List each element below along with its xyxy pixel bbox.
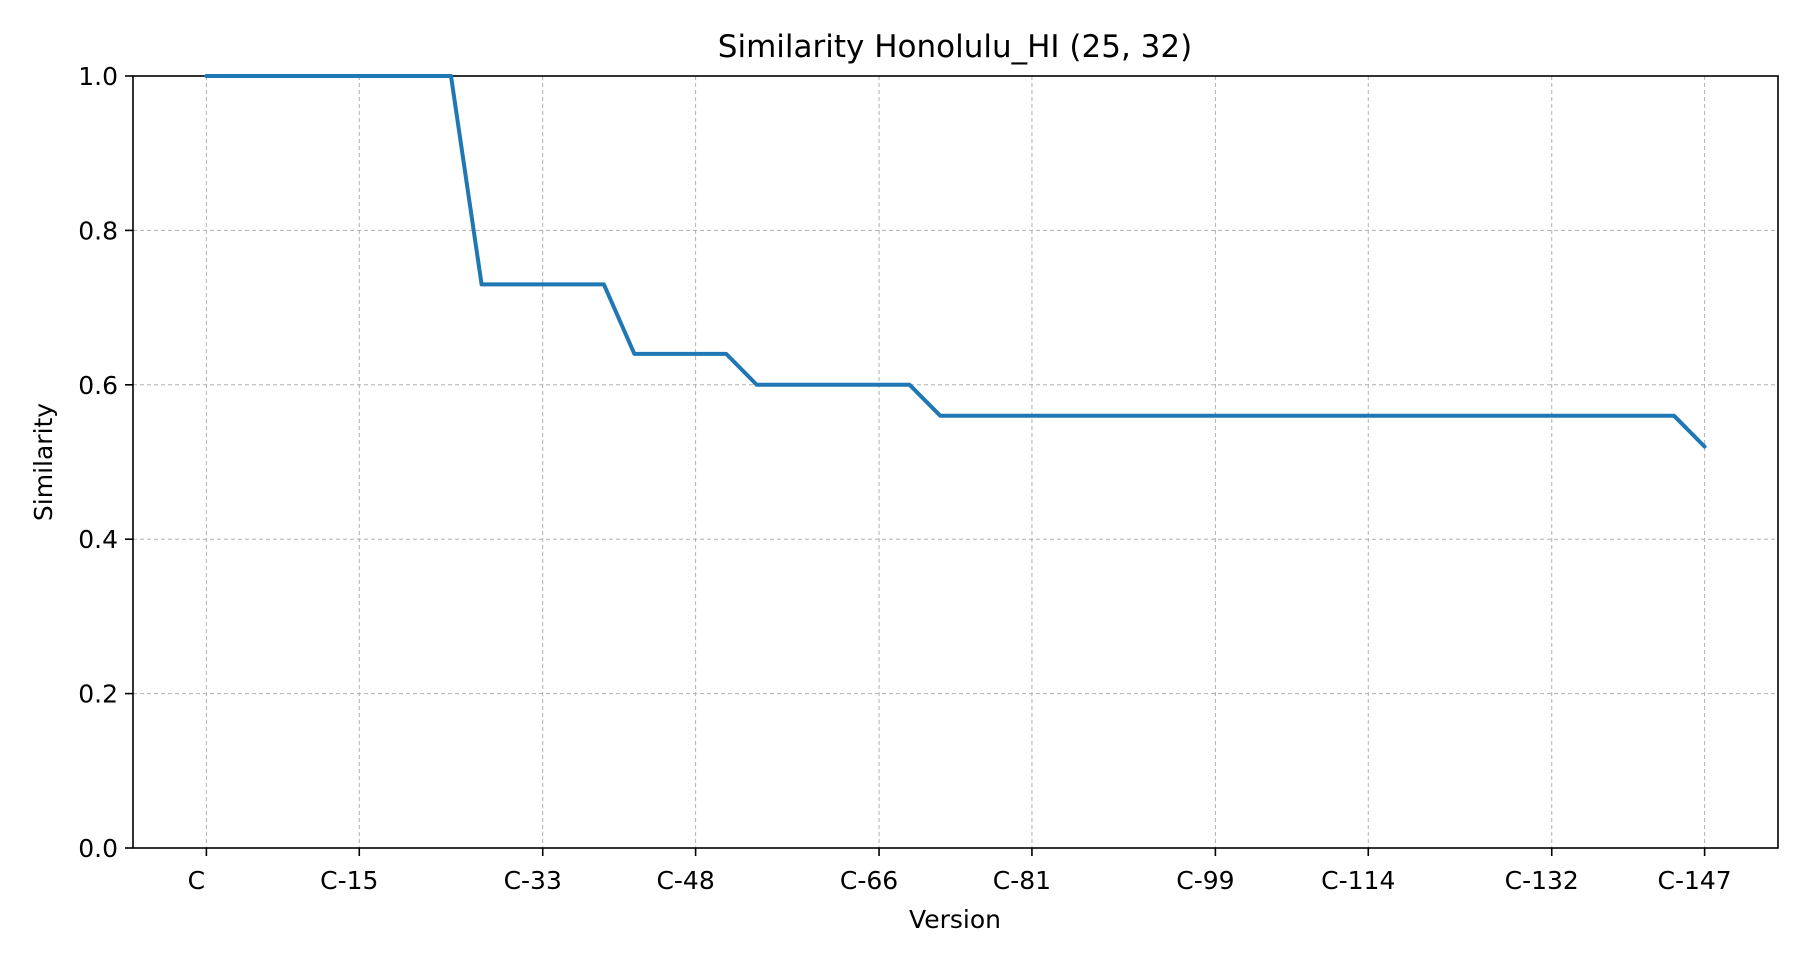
- x-tick-label: C-33: [504, 866, 562, 895]
- x-tick-label: C-99: [1176, 866, 1234, 895]
- ticks-layer: 0.0 0.2 0.4 0.6 0.8 1.0 C C-15 C-33 C-48 C-66 C-81 C…: [78, 62, 1731, 895]
- y-tick-label: 0.8: [78, 216, 118, 245]
- x-tick-label: C-48: [656, 866, 714, 895]
- grid-layer: [133, 75, 1778, 849]
- y-tick-label: 0.0: [78, 834, 118, 863]
- series-layer: [204, 74, 1707, 449]
- plot-frame: [132, 75, 1779, 849]
- series-line: [204, 74, 1707, 449]
- x-tick-label: C-15: [320, 866, 378, 895]
- x-tick-label: C-66: [840, 866, 898, 895]
- x-tick-label: C-114: [1321, 866, 1395, 895]
- x-axis-label: Version: [909, 905, 1001, 934]
- y-tick-label: 1.0: [78, 62, 118, 91]
- y-tick-label: 0.4: [78, 525, 118, 554]
- x-tick-label: C-147: [1658, 866, 1732, 895]
- chart-title: Similarity Honolulu_HI (25, 32): [718, 29, 1192, 65]
- y-tick-label: 0.6: [78, 371, 118, 400]
- x-tick-label: C: [188, 866, 205, 895]
- y-tick-label: 0.2: [78, 680, 118, 709]
- x-tick-label: C-81: [993, 866, 1051, 895]
- y-axis-label: Similarity: [29, 403, 58, 521]
- x-tick-label: C-132: [1505, 866, 1579, 895]
